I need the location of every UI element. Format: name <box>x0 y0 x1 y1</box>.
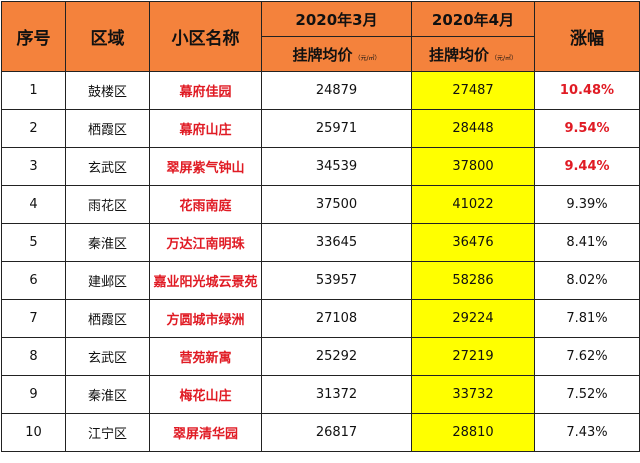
cell-index: 2 <box>1 109 66 148</box>
cell-index: 4 <box>1 185 66 224</box>
cell-growth: 9.39% <box>534 185 640 224</box>
cell-march-price: 34539 <box>261 147 412 186</box>
cell-index: 3 <box>1 147 66 186</box>
cell-index: 6 <box>1 261 66 300</box>
cell-community-name: 嘉业阳光城云景苑 <box>149 261 262 300</box>
cell-growth: 8.02% <box>534 261 640 300</box>
cell-index: 1 <box>1 71 66 110</box>
header-district: 区域 <box>65 1 150 72</box>
cell-district: 鼓楼区 <box>65 71 150 110</box>
table-row: 5 秦淮区 万达江南明珠 33645 36476 8.41% <box>1 223 640 262</box>
cell-community-name: 万达江南明珠 <box>149 223 262 262</box>
cell-april-price: 33732 <box>411 375 535 414</box>
cell-growth: 7.52% <box>534 375 640 414</box>
cell-march-price: 25292 <box>261 337 412 376</box>
cell-district: 江宁区 <box>65 413 150 452</box>
cell-march-price: 26817 <box>261 413 412 452</box>
unit-label: （元/㎡） <box>354 54 381 62</box>
cell-march-price: 31372 <box>261 375 412 414</box>
cell-growth: 7.81% <box>534 299 640 338</box>
avg-price-label: 挂牌均价 <box>428 45 489 64</box>
cell-district: 栖霞区 <box>65 299 150 338</box>
cell-april-price: 58286 <box>411 261 535 300</box>
cell-april-price: 36476 <box>411 223 535 262</box>
header-april: 2020年4月 <box>411 1 535 37</box>
cell-april-price: 29224 <box>411 299 535 338</box>
cell-march-price: 24879 <box>261 71 412 110</box>
cell-index: 10 <box>1 413 66 452</box>
price-growth-table: 序号 区域 小区名称 2020年3月 2020年4月 涨幅 挂牌均价 （元/㎡） … <box>1 1 640 452</box>
table-row: 10 江宁区 翠屏清华园 26817 28810 7.43% <box>1 413 640 452</box>
header-growth: 涨幅 <box>534 1 640 72</box>
table-row: 3 玄武区 翠屏紫气钟山 34539 37800 9.44% <box>1 147 640 186</box>
cell-district: 雨花区 <box>65 185 150 224</box>
cell-community-name: 幕府佳园 <box>149 71 262 110</box>
unit-label: （元/㎡） <box>490 54 518 62</box>
cell-community-name: 营苑新寓 <box>149 337 262 376</box>
table-row: 6 建邺区 嘉业阳光城云景苑 53957 58286 8.02% <box>1 261 640 300</box>
cell-growth: 8.41% <box>534 223 640 262</box>
cell-march-price: 37500 <box>261 185 412 224</box>
cell-district: 玄武区 <box>65 337 150 376</box>
cell-growth: 7.43% <box>534 413 640 452</box>
cell-community-name: 梅花山庄 <box>149 375 262 414</box>
cell-april-price: 28448 <box>411 109 535 148</box>
header-march: 2020年3月 <box>261 1 412 37</box>
cell-march-price: 33645 <box>261 223 412 262</box>
table-row: 1 鼓楼区 幕府佳园 24879 27487 10.48% <box>1 71 640 110</box>
cell-index: 7 <box>1 299 66 338</box>
cell-district: 栖霞区 <box>65 109 150 148</box>
cell-district: 建邺区 <box>65 261 150 300</box>
cell-index: 8 <box>1 337 66 376</box>
table-row: 8 玄武区 营苑新寓 25292 27219 7.62% <box>1 337 640 376</box>
cell-district: 玄武区 <box>65 147 150 186</box>
cell-community-name: 翠屏清华园 <box>149 413 262 452</box>
cell-community-name: 翠屏紫气钟山 <box>149 147 262 186</box>
cell-community-name: 花雨南庭 <box>149 185 262 224</box>
cell-march-price: 25971 <box>261 109 412 148</box>
cell-march-price: 53957 <box>261 261 412 300</box>
cell-growth: 10.48% <box>534 71 640 110</box>
cell-community-name: 幕府山庄 <box>149 109 262 148</box>
cell-community-name: 方圆城市绿洲 <box>149 299 262 338</box>
cell-march-price: 27108 <box>261 299 412 338</box>
cell-growth: 9.54% <box>534 109 640 148</box>
header-index: 序号 <box>1 1 66 72</box>
cell-april-price: 41022 <box>411 185 535 224</box>
table-row: 2 栖霞区 幕府山庄 25971 28448 9.54% <box>1 109 640 148</box>
table-row: 7 栖霞区 方圆城市绿洲 27108 29224 7.81% <box>1 299 640 338</box>
table-row: 4 雨花区 花雨南庭 37500 41022 9.39% <box>1 185 640 224</box>
avg-price-label: 挂牌均价 <box>292 45 353 64</box>
cell-district: 秦淮区 <box>65 375 150 414</box>
cell-index: 9 <box>1 375 66 414</box>
cell-growth: 7.62% <box>534 337 640 376</box>
header-march-avg-price: 挂牌均价 （元/㎡） <box>261 36 412 72</box>
cell-april-price: 28810 <box>411 413 535 452</box>
header-community: 小区名称 <box>149 1 262 72</box>
table-body: 1 鼓楼区 幕府佳园 24879 27487 10.48% 2 栖霞区 幕府山庄 25971 284… <box>1 71 640 452</box>
header-april-avg-price: 挂牌均价 （元/㎡） <box>411 36 535 72</box>
cell-district: 秦淮区 <box>65 223 150 262</box>
cell-april-price: 27219 <box>411 337 535 376</box>
cell-growth: 9.44% <box>534 147 640 186</box>
cell-index: 5 <box>1 223 66 262</box>
cell-april-price: 27487 <box>411 71 535 110</box>
table-row: 9 秦淮区 梅花山庄 31372 33732 7.52% <box>1 375 640 414</box>
cell-april-price: 37800 <box>411 147 535 186</box>
